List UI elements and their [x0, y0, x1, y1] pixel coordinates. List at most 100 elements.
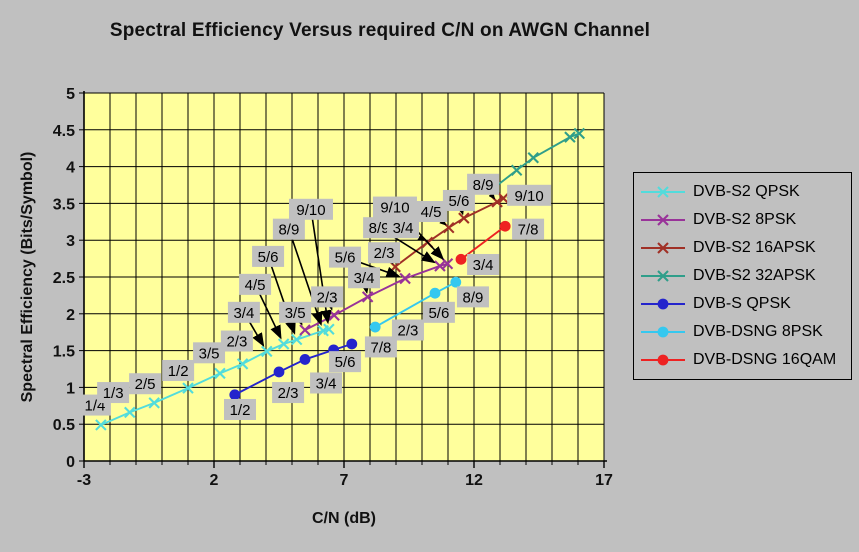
- callout-chip-label: 1/2: [230, 402, 251, 419]
- legend-item: DVB-S2 32APSK: [640, 262, 851, 290]
- legend: DVB-S2 QPSK DVB-S2 8PSK DVB-S2 16APSK DVB-S…: [633, 172, 852, 380]
- y-tick-label: 0.5: [53, 417, 75, 434]
- callout-chip: [224, 398, 256, 420]
- marker-x-icon: [290, 333, 303, 346]
- marker-x-icon: [236, 358, 249, 370]
- legend-item-label: DVB-DSNG 16QAM: [693, 351, 837, 368]
- callout-chip-label: 9/10: [380, 200, 409, 217]
- marker-x-icon: [124, 406, 136, 419]
- y-axis-title: Spectral Efficiency (Bits/Symbol): [19, 151, 36, 403]
- x-tick-label: 2: [210, 472, 219, 489]
- callout-chip-label: 3/5: [285, 305, 306, 322]
- x-tick-label: 12: [465, 472, 483, 489]
- y-tick-label: 1: [66, 380, 75, 397]
- marker-dot-icon: [450, 276, 462, 288]
- legend-item-label: DVB-DSNG 8PSK: [693, 323, 823, 340]
- callout-chip-label: 4/5: [245, 277, 266, 294]
- series-dvb-s2-qpsk: [95, 323, 335, 431]
- marker-x-icon: [491, 196, 503, 208]
- x-axis-title: C/N (dB): [312, 510, 376, 527]
- y-tick-label: 4.5: [53, 123, 75, 140]
- marker-x-icon: [458, 212, 470, 224]
- x-tick-label: -3: [77, 472, 91, 489]
- callout-chip: [372, 196, 417, 218]
- callout-chip-label: 8/9: [278, 222, 299, 239]
- legend-marker-icon: [641, 186, 685, 198]
- marker-dot-icon: [299, 354, 311, 365]
- callout-chip: [456, 286, 489, 308]
- y-tick-label: 0: [66, 454, 75, 471]
- callout-chip-label: 3/5: [199, 345, 220, 362]
- legend-marker-icon: [641, 270, 685, 282]
- legend-item: DVB-S QPSK: [640, 290, 851, 318]
- callout-chip: [272, 382, 305, 404]
- callout-chip: [310, 372, 343, 394]
- callout-chip: [227, 301, 260, 323]
- callout-chip: [422, 301, 455, 323]
- marker-x-icon: [277, 338, 290, 350]
- legend-item-label: DVB-S2 16APSK: [693, 239, 816, 256]
- callout-chip: [391, 319, 424, 341]
- tick-labels: -3 2 7 12 17 0 0.5 1 1.5 2 2.5 3 3.5 4 4.5 5: [53, 86, 613, 489]
- callout-chip-label: 2/3: [226, 334, 247, 351]
- marker-x-icon: [299, 324, 311, 336]
- callout-chip: [387, 217, 420, 239]
- callout-chip: [129, 373, 162, 395]
- marker-dot-icon: [499, 220, 511, 232]
- series-dvb-dsng-16qam: [455, 220, 511, 265]
- legend-item-label: DVB-S2 32APSK: [693, 267, 816, 284]
- callout-chip-label: 5/6: [448, 193, 469, 210]
- legend-item-label: DVB-S2 8PSK: [693, 211, 797, 228]
- callout-chip-label: 8/9: [463, 289, 484, 306]
- callout-chips: 1/41/32/51/23/52/33/44/55/68/99/103/52/3…: [78, 173, 552, 420]
- callout-chip-label: 8/9: [369, 220, 390, 237]
- callout-chip-label: 5/6: [335, 250, 356, 267]
- callout-chip-label: 2/5: [135, 376, 156, 393]
- callout-chip: [162, 359, 195, 381]
- callout-chip: [239, 273, 272, 295]
- legend-item: DVB-S2 QPSK: [640, 178, 851, 206]
- legend-marker-icon: [641, 326, 685, 338]
- marker-x-icon: [443, 221, 455, 234]
- callout-chip-label: 2/3: [278, 385, 299, 402]
- marker-dot-icon: [455, 253, 467, 265]
- marker-x-icon: [182, 382, 194, 394]
- callout-arrow: [288, 228, 323, 326]
- callout-chip-label: 2/3: [374, 245, 395, 262]
- marker-dot-icon: [429, 287, 441, 299]
- callout-chip-label: 2/3: [317, 289, 338, 306]
- legend-item-label: DVB-S2 QPSK: [693, 183, 800, 200]
- callout-chip: [288, 198, 333, 220]
- callout-chip-label: 9/10: [515, 188, 544, 205]
- callout-chip: [368, 242, 401, 264]
- callout-chip-label: 1/3: [103, 385, 124, 402]
- legend-marker-icon: [641, 214, 685, 226]
- callout-chip-label: 7/8: [370, 339, 391, 356]
- callout-chip-label: 3/4: [393, 220, 414, 237]
- series-dvb-dsng-8psk: [369, 276, 462, 333]
- callout-chip-label: 7/8: [518, 222, 539, 239]
- y-tick-label: 4: [66, 160, 75, 177]
- legend-marker-icon: [641, 354, 685, 366]
- callout-chip-label: 3/4: [233, 305, 254, 322]
- marker-x-icon: [148, 397, 160, 409]
- marker-x-icon: [434, 260, 446, 272]
- callout-chip: [467, 173, 500, 195]
- y-tick-label: 1.5: [53, 344, 75, 361]
- marker-dot-icon: [229, 389, 241, 401]
- marker-x-icon: [564, 131, 576, 143]
- callout-chip: [467, 253, 500, 275]
- y-tick-label: 5: [66, 86, 75, 103]
- legend-marker-icon: [641, 298, 685, 310]
- callout-chip-label: 5/6: [335, 354, 356, 371]
- y-tick-label: 2: [66, 307, 75, 324]
- callout-chip-label: 3/4: [354, 270, 375, 287]
- y-tick-label: 3: [66, 233, 75, 250]
- marker-x-icon: [214, 367, 226, 380]
- y-tick-label: 2.5: [53, 270, 75, 287]
- callout-chip: [279, 301, 312, 323]
- marker-x-icon: [323, 323, 335, 335]
- x-tick-label: 7: [340, 472, 349, 489]
- callout-chip: [442, 189, 475, 211]
